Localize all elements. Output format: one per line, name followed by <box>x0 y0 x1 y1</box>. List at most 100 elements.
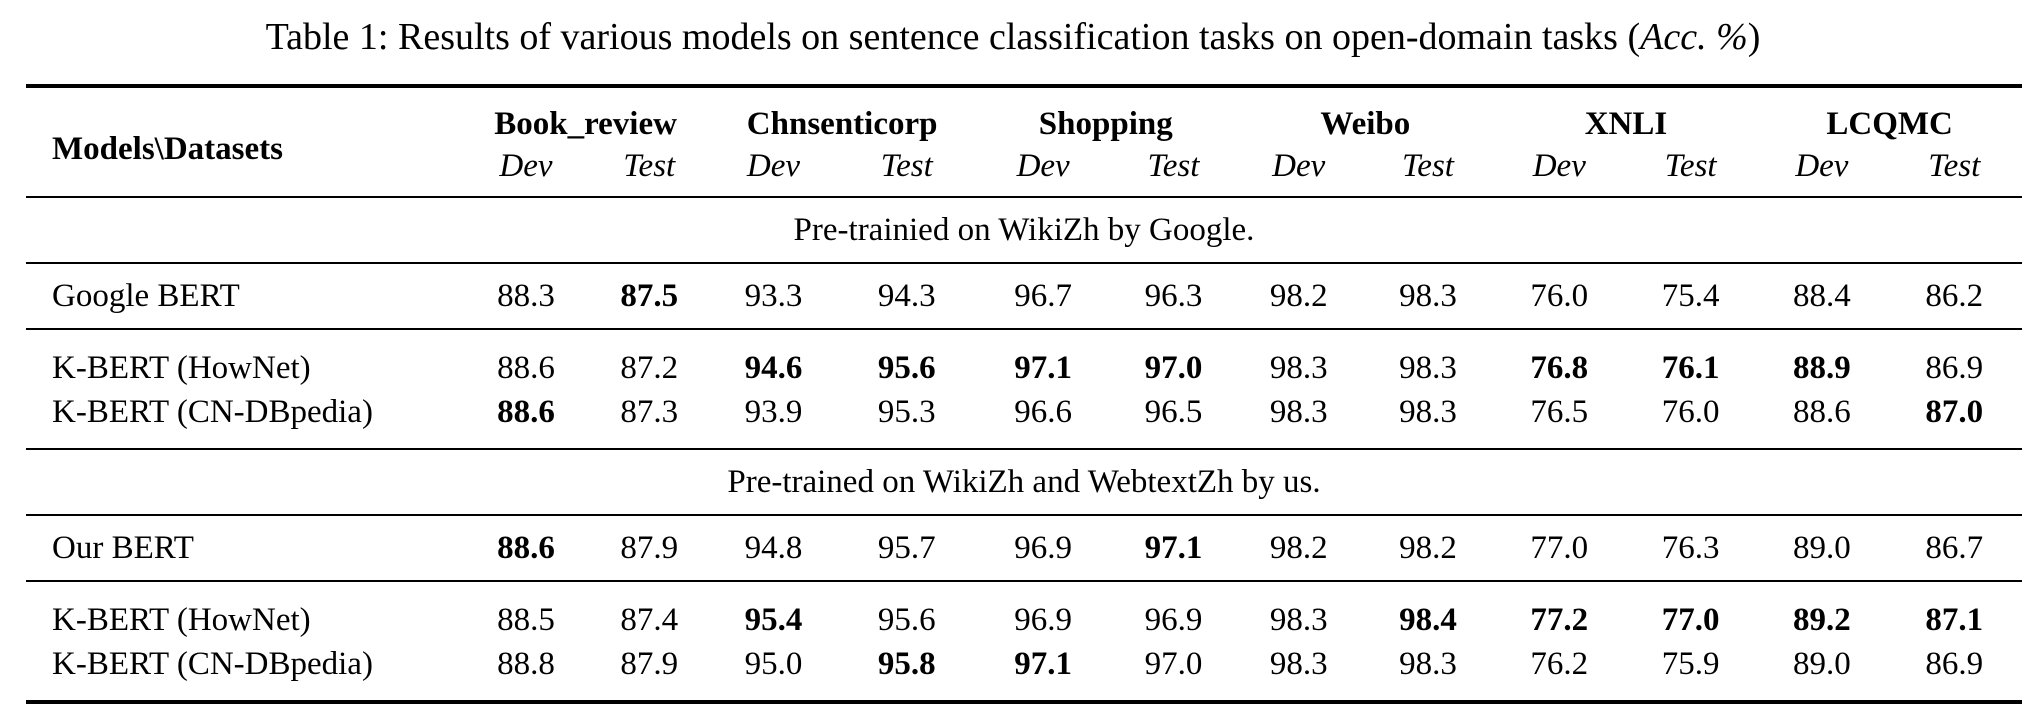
score-cell: 97.1 <box>1014 645 1073 682</box>
score-cell: 87.0 <box>1925 393 1984 430</box>
score-cell: 97.1 <box>1014 349 1073 386</box>
score-cell: 93.9 <box>744 393 803 430</box>
score-cell: 87.2 <box>620 349 679 386</box>
dev-header: Dev <box>1795 147 1849 184</box>
score-cell: 95.4 <box>744 601 803 638</box>
score-cell: 89.0 <box>1793 529 1851 566</box>
results-table: Models\Datasets Book_review Chnsenticorp… <box>26 84 2022 704</box>
score-cell: 88.6 <box>497 529 555 566</box>
score-cell: 97.1 <box>1144 529 1203 566</box>
score-cell: 87.3 <box>620 393 679 430</box>
model-name-cell: K-BERT (HowNet) <box>52 349 311 386</box>
dev-header: Dev <box>1272 147 1326 184</box>
dataset-header-xnli: XNLI <box>1584 105 1668 142</box>
score-cell: 87.9 <box>620 529 679 566</box>
score-cell: 98.3 <box>1399 393 1457 430</box>
model-name-cell: Google BERT <box>52 277 240 314</box>
score-cell: 75.4 <box>1661 277 1720 314</box>
section-row: Pre-trained on WikiZh and WebtextZh by u… <box>26 449 2022 515</box>
score-cell: 89.2 <box>1793 601 1851 638</box>
score-cell: 96.9 <box>1014 529 1073 566</box>
table-row: K-BERT (CN-DBpedia) 88.6 87.3 93.9 95.3 96.6 9… <box>26 390 2022 449</box>
dataset-header-book-review: Book_review <box>494 105 677 142</box>
score-cell: 77.0 <box>1661 601 1720 638</box>
dev-header: Dev <box>499 147 553 184</box>
table-row: Google BERT 88.3 87.5 93.3 94.3 96.7 96.3 98.2 9… <box>26 263 2022 329</box>
score-cell: 98.2 <box>1269 277 1328 314</box>
dev-header: Dev <box>1532 147 1586 184</box>
dataset-header-shopping: Shopping <box>1038 105 1173 142</box>
model-name-cell: K-BERT (HowNet) <box>52 601 311 638</box>
test-header: Test <box>1928 147 1981 184</box>
header-row-datasets: Models\Datasets Book_review Chnsenticorp… <box>26 86 2022 167</box>
table-caption: Table 1: Results of various models on se… <box>0 12 2026 62</box>
score-cell: 87.1 <box>1925 601 1984 638</box>
test-header: Test <box>1664 147 1717 184</box>
score-cell: 95.7 <box>877 529 936 566</box>
table-row: K-BERT (HowNet) 88.6 87.2 94.6 95.6 97.1 97.0 9… <box>26 329 2022 390</box>
caption-text: Table 1: Results of various models on se… <box>265 16 1641 58</box>
models-datasets-header: Models\Datasets <box>52 130 283 167</box>
score-cell: 95.6 <box>877 601 936 638</box>
model-name-cell: K-BERT (CN-DBpedia) <box>52 645 373 682</box>
score-cell: 98.3 <box>1399 645 1457 682</box>
test-header: Test <box>1147 147 1200 184</box>
score-cell: 88.6 <box>497 393 555 430</box>
score-cell: 77.2 <box>1530 601 1589 638</box>
score-cell: 98.3 <box>1399 277 1457 314</box>
score-cell: 86.2 <box>1925 277 1984 314</box>
section-row: Pre-trainied on WikiZh by Google. <box>26 197 2022 263</box>
score-cell: 87.4 <box>620 601 679 638</box>
score-cell: 76.5 <box>1530 393 1589 430</box>
score-cell: 96.3 <box>1144 277 1203 314</box>
score-cell: 88.5 <box>497 601 555 638</box>
score-cell: 88.8 <box>497 645 555 682</box>
score-cell: 94.8 <box>744 529 803 566</box>
score-cell: 86.9 <box>1925 349 1984 386</box>
score-cell: 96.9 <box>1144 601 1203 638</box>
score-cell: 76.8 <box>1530 349 1589 386</box>
page: Table 1: Results of various models on se… <box>0 12 2026 702</box>
test-header: Test <box>623 147 676 184</box>
score-cell: 86.9 <box>1925 645 1984 682</box>
score-cell: 97.0 <box>1144 349 1203 386</box>
table-row: K-BERT (HowNet) 88.5 87.4 95.4 95.6 96.9 96.9 9… <box>26 581 2022 642</box>
caption-metric: Acc. % <box>1640 16 1748 58</box>
score-cell: 98.3 <box>1269 349 1328 386</box>
section-title: Pre-trained on WikiZh and WebtextZh by u… <box>727 463 1321 500</box>
score-cell: 88.6 <box>497 349 555 386</box>
score-cell: 88.9 <box>1793 349 1851 386</box>
score-cell: 95.6 <box>877 349 936 386</box>
score-cell: 76.0 <box>1530 277 1589 314</box>
score-cell: 95.3 <box>877 393 936 430</box>
dev-header: Dev <box>1016 147 1070 184</box>
results-table-body: Models\Datasets Book_review Chnsenticorp… <box>26 86 2022 702</box>
score-cell: 97.0 <box>1144 645 1203 682</box>
score-cell: 95.8 <box>877 645 936 682</box>
score-cell: 77.0 <box>1530 529 1589 566</box>
score-cell: 94.3 <box>877 277 936 314</box>
score-cell: 76.2 <box>1530 645 1589 682</box>
score-cell: 88.6 <box>1793 393 1851 430</box>
score-cell: 98.2 <box>1399 529 1457 566</box>
score-cell: 86.7 <box>1925 529 1984 566</box>
score-cell: 76.0 <box>1661 393 1720 430</box>
score-cell: 95.0 <box>744 645 803 682</box>
dataset-header-lcqmc: LCQMC <box>1826 105 1953 142</box>
score-cell: 93.3 <box>744 277 803 314</box>
score-cell: 98.3 <box>1399 349 1457 386</box>
score-cell: 94.6 <box>744 349 803 386</box>
score-cell: 89.0 <box>1793 645 1851 682</box>
caption-close: ) <box>1747 16 1761 58</box>
dataset-header-chnsenticorp: Chnsenticorp <box>746 105 938 142</box>
model-name-cell: Our BERT <box>52 529 194 566</box>
score-cell: 98.4 <box>1399 601 1457 638</box>
model-name-cell: K-BERT (CN-DBpedia) <box>52 393 373 430</box>
score-cell: 96.5 <box>1144 393 1203 430</box>
score-cell: 88.3 <box>497 277 555 314</box>
header-row-splits: Dev Test Dev Test Dev Test Dev Test Dev … <box>26 146 2022 197</box>
score-cell: 96.9 <box>1014 601 1073 638</box>
dataset-header-weibo: Weibo <box>1320 105 1411 142</box>
score-cell: 98.3 <box>1269 601 1328 638</box>
score-cell: 76.3 <box>1661 529 1720 566</box>
